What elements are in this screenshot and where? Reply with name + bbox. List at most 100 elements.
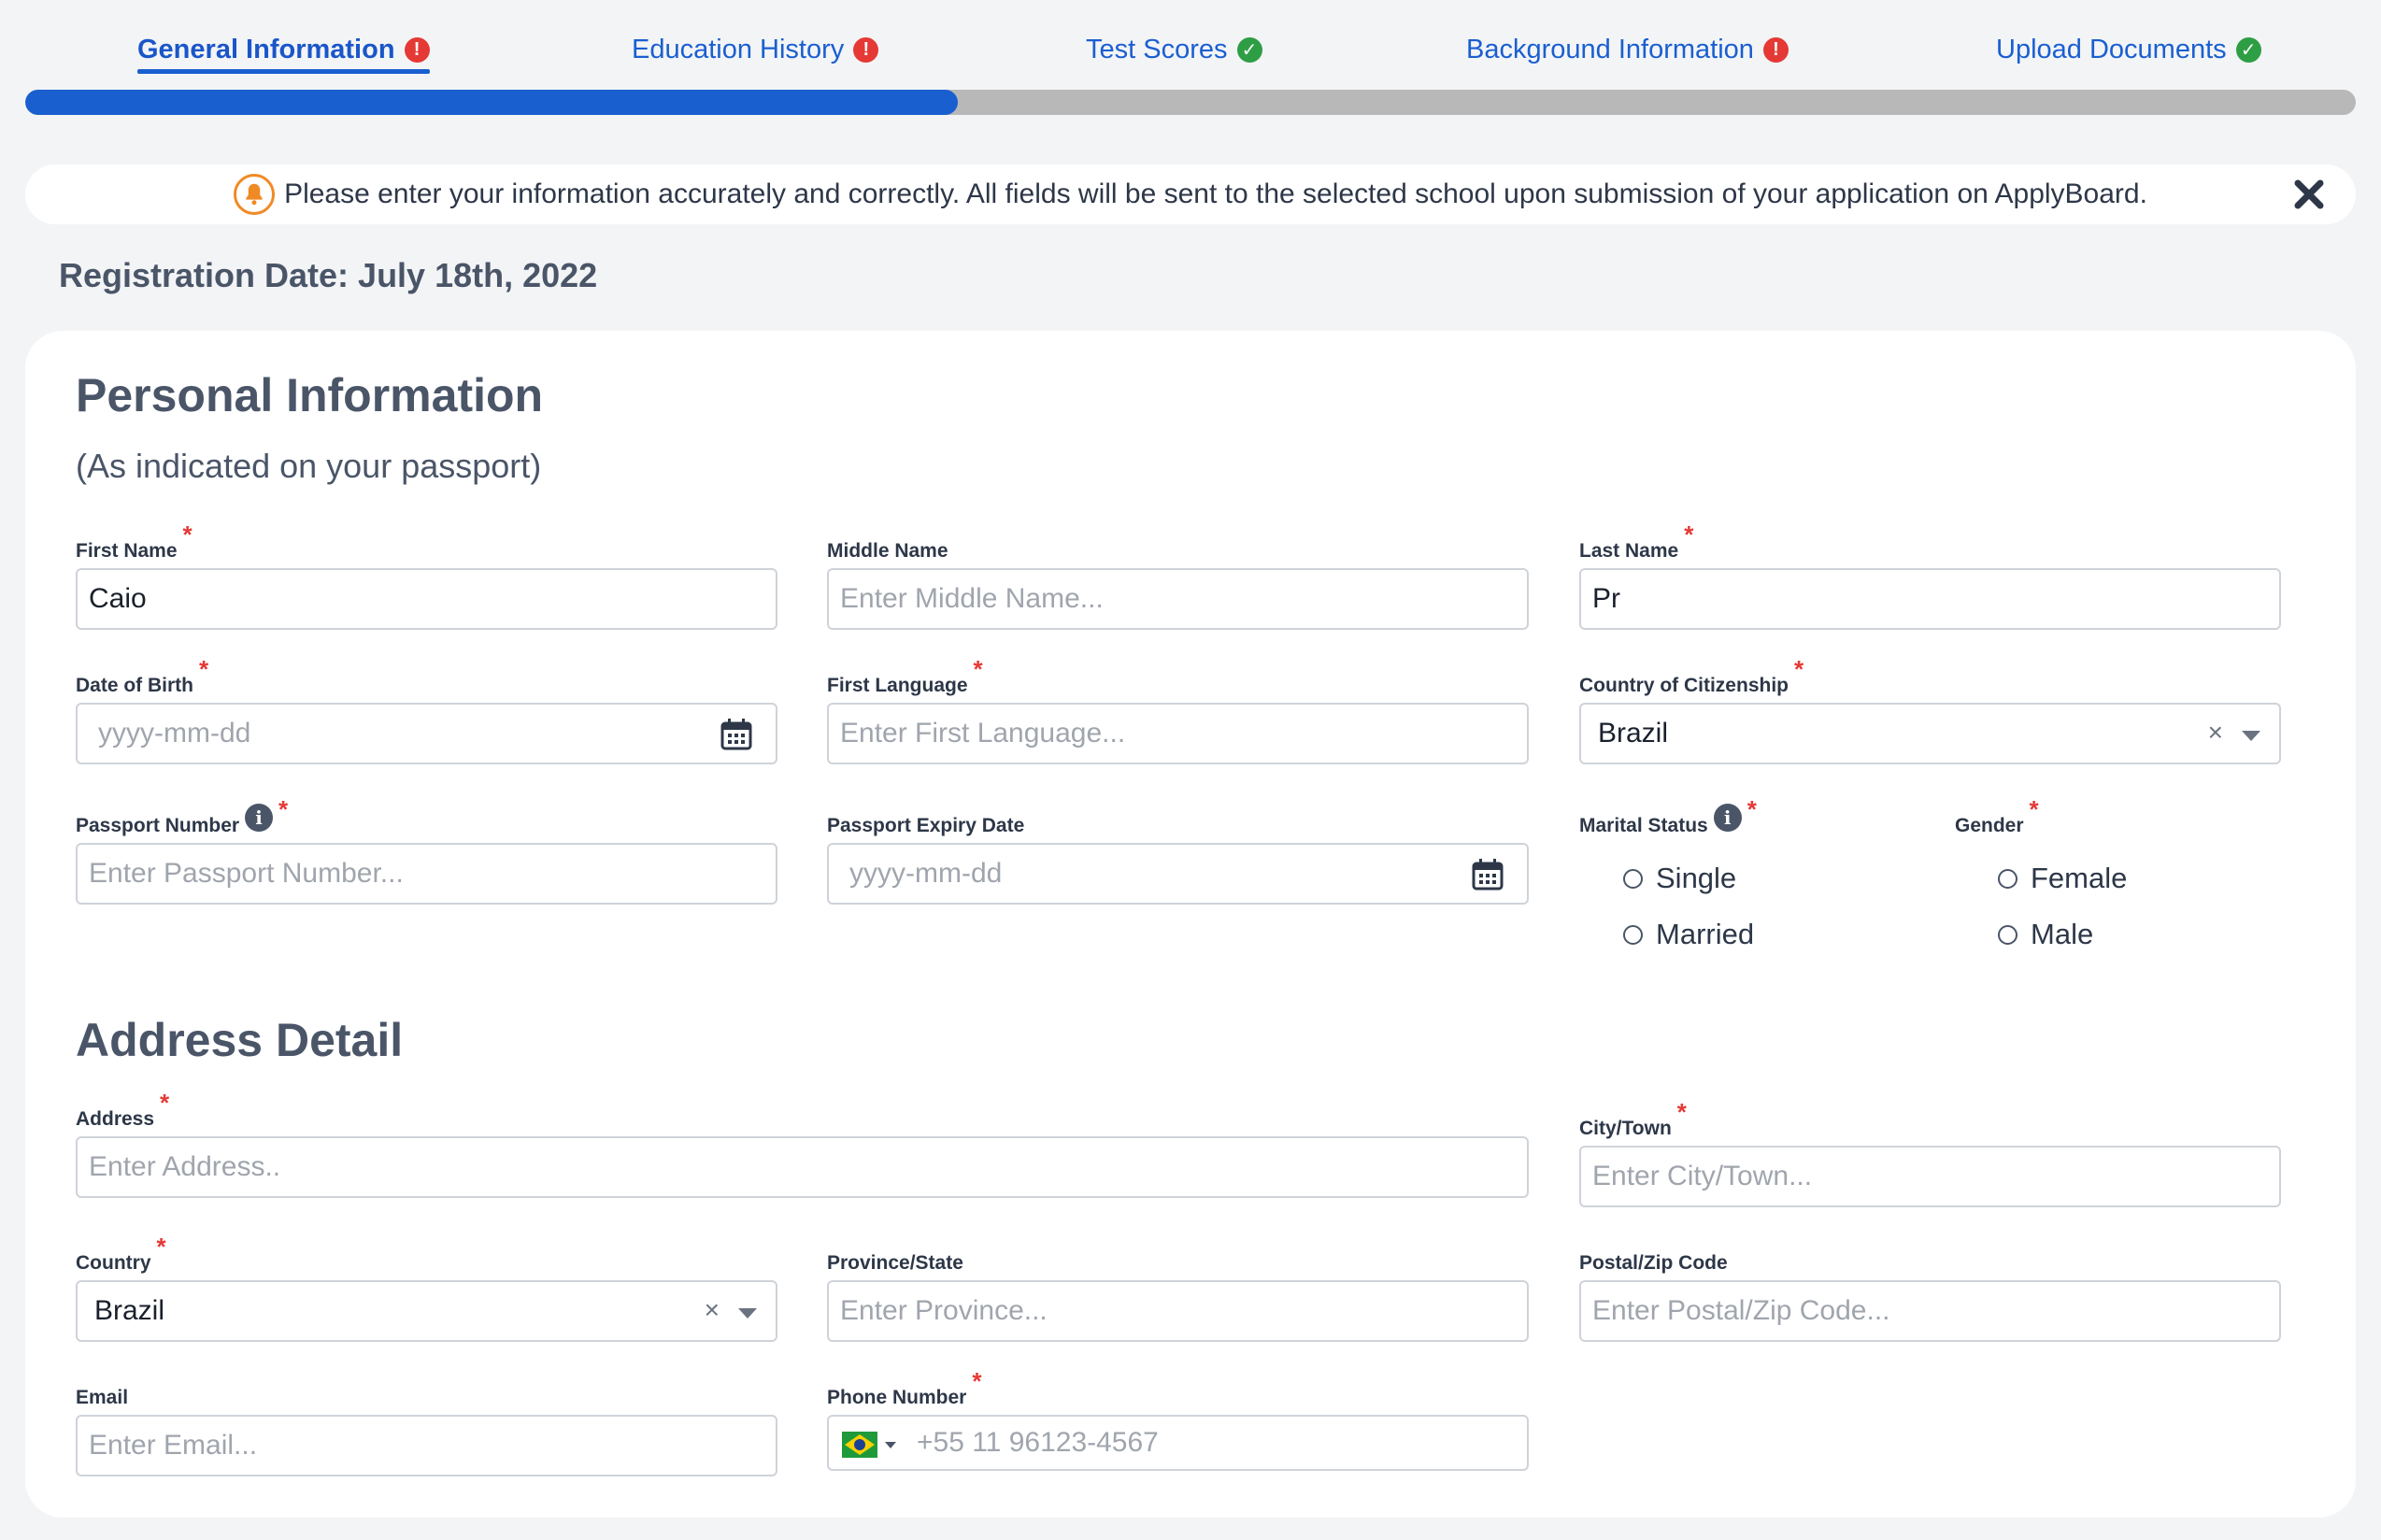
info-icon[interactable]: i	[1713, 804, 1742, 832]
gender-radio-group: Female Male	[1998, 850, 2127, 962]
postal-code-input[interactable]	[1579, 1280, 2281, 1342]
field-label: Passport Number	[76, 815, 240, 836]
step-general-information[interactable]: General Information !	[137, 28, 430, 74]
calendar-icon[interactable]	[1471, 858, 1504, 891]
section-subtitle-personal: (As indicated on your passport)	[76, 447, 542, 485]
first-language-input[interactable]	[827, 703, 1529, 764]
required-asterisk: *	[1684, 520, 1694, 549]
section-title-address: Address Detail	[76, 1014, 404, 1066]
middle-name-field: Middle Name	[827, 527, 1529, 630]
field-label: City/Town	[1579, 1118, 1672, 1139]
field-label: Marital Status	[1579, 815, 1708, 836]
phone-number-field: Phone Number *	[827, 1367, 1529, 1471]
required-asterisk: *	[1794, 655, 1804, 683]
info-icon[interactable]: i	[245, 804, 274, 832]
date-of-birth-field: Date of Birth *	[76, 655, 777, 764]
step-background-information[interactable]: Background Information !	[1466, 28, 1789, 71]
field-label: First Language	[827, 675, 968, 696]
radio-circle[interactable]	[1623, 924, 1643, 945]
chevron-down-icon[interactable]	[885, 1442, 896, 1448]
required-asterisk: *	[1747, 795, 1757, 823]
step-label: Test Scores	[1086, 34, 1228, 64]
field-label: Middle Name	[827, 540, 948, 562]
radio-label: Female	[2031, 862, 2128, 894]
field-label: Country	[76, 1252, 151, 1274]
field-label: Gender	[1955, 815, 2024, 836]
first-name-input[interactable]	[76, 568, 777, 630]
passport-number-input[interactable]	[76, 843, 777, 905]
email-field: Email	[76, 1374, 777, 1476]
step-test-scores[interactable]: Test Scores ✓	[1086, 28, 1262, 71]
progress-bar-fill	[25, 90, 958, 115]
city-input[interactable]	[1579, 1146, 2281, 1207]
passport-expiry-field: Passport Expiry Date	[827, 802, 1529, 905]
country-of-citizenship-field: Country of Citizenship * Brazil ×	[1579, 655, 2281, 764]
clear-icon[interactable]: ×	[2207, 718, 2223, 747]
radio-circle[interactable]	[1998, 868, 2017, 889]
step-label: Background Information	[1466, 34, 1754, 64]
marital-status-radio-group: Single Married	[1623, 850, 1754, 962]
field-label: Province/State	[827, 1252, 963, 1274]
step-label: Upload Documents	[1996, 34, 2227, 64]
progress-bar	[25, 90, 2356, 115]
radio-circle[interactable]	[1998, 924, 2017, 945]
brazil-flag-icon[interactable]	[842, 1432, 877, 1458]
country-select[interactable]: Brazil ×	[76, 1280, 777, 1342]
step-education-history[interactable]: Education History !	[632, 28, 879, 71]
clear-icon[interactable]: ×	[704, 1295, 720, 1324]
close-icon[interactable]	[2290, 176, 2328, 213]
required-asterisk: *	[1676, 1098, 1687, 1126]
date-of-birth-input[interactable]	[76, 703, 777, 764]
last-name-field: Last Name *	[1579, 520, 2281, 630]
postal-code-field: Postal/Zip Code	[1579, 1239, 2281, 1342]
field-label: Address	[76, 1108, 155, 1130]
chevron-down-icon[interactable]	[738, 1308, 757, 1319]
field-label: Passport Expiry Date	[827, 815, 1025, 836]
field-label: Email	[76, 1387, 129, 1408]
required-asterisk: *	[2029, 795, 2039, 823]
last-name-input[interactable]	[1579, 568, 2281, 630]
marital-status-field: Marital Status i *	[1579, 795, 1916, 843]
middle-name-input[interactable]	[827, 568, 1529, 630]
required-asterisk: *	[972, 1367, 982, 1395]
radio-male[interactable]: Male	[1998, 906, 2127, 962]
radio-circle[interactable]	[1623, 868, 1643, 889]
country-field: Country * Brazil ×	[76, 1233, 777, 1342]
radio-single[interactable]: Single	[1623, 850, 1754, 906]
registration-date: Registration Date: July 18th, 2022	[59, 256, 598, 294]
field-label: Date of Birth	[76, 675, 193, 696]
radio-married[interactable]: Married	[1623, 906, 1754, 962]
country-of-citizenship-select[interactable]: Brazil ×	[1579, 703, 2281, 764]
phone-number-input[interactable]	[827, 1415, 1529, 1471]
chevron-down-icon[interactable]	[2242, 731, 2260, 741]
exclamation-circle-icon: !	[853, 36, 879, 63]
first-language-field: First Language *	[827, 655, 1529, 764]
radio-female[interactable]: Female	[1998, 850, 2127, 906]
required-asterisk: *	[199, 655, 209, 683]
select-value: Brazil	[94, 1295, 165, 1326]
passport-number-field: Passport Number i *	[76, 795, 777, 905]
required-asterisk: *	[160, 1089, 170, 1117]
first-name-field: First Name *	[76, 520, 777, 630]
radio-label: Single	[1656, 862, 1737, 894]
field-label: Country of Citizenship	[1579, 675, 1789, 696]
required-asterisk: *	[278, 795, 289, 823]
gender-field: Gender *	[1955, 795, 2291, 843]
step-upload-documents[interactable]: Upload Documents ✓	[1996, 28, 2261, 71]
required-asterisk: *	[156, 1233, 166, 1261]
city-field: City/Town *	[1579, 1098, 2281, 1207]
field-label: Postal/Zip Code	[1579, 1252, 1728, 1274]
info-alert: Please enter your information accurately…	[25, 164, 2356, 224]
calendar-icon[interactable]	[720, 718, 753, 751]
application-form-card: Personal Information (As indicated on yo…	[25, 331, 2356, 1518]
address-input[interactable]	[76, 1136, 1529, 1198]
step-label: Education History	[632, 34, 845, 64]
passport-expiry-input[interactable]	[827, 843, 1529, 905]
check-circle-icon: ✓	[1236, 36, 1262, 63]
email-input[interactable]	[76, 1415, 777, 1476]
province-input[interactable]	[827, 1280, 1529, 1342]
active-step-underline	[137, 69, 430, 74]
radio-label: Married	[1656, 918, 1755, 950]
radio-label: Male	[2031, 918, 2094, 950]
alert-text: Please enter your information accurately…	[284, 178, 2147, 209]
